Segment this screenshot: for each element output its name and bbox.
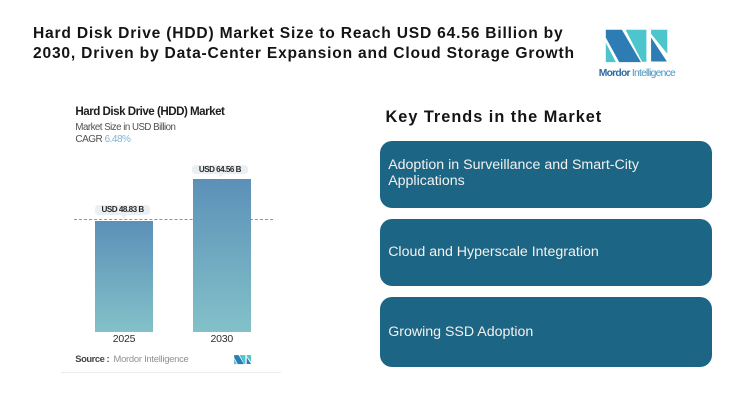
svg-text:Mordor Intelligence: Mordor Intelligence — [599, 68, 676, 79]
